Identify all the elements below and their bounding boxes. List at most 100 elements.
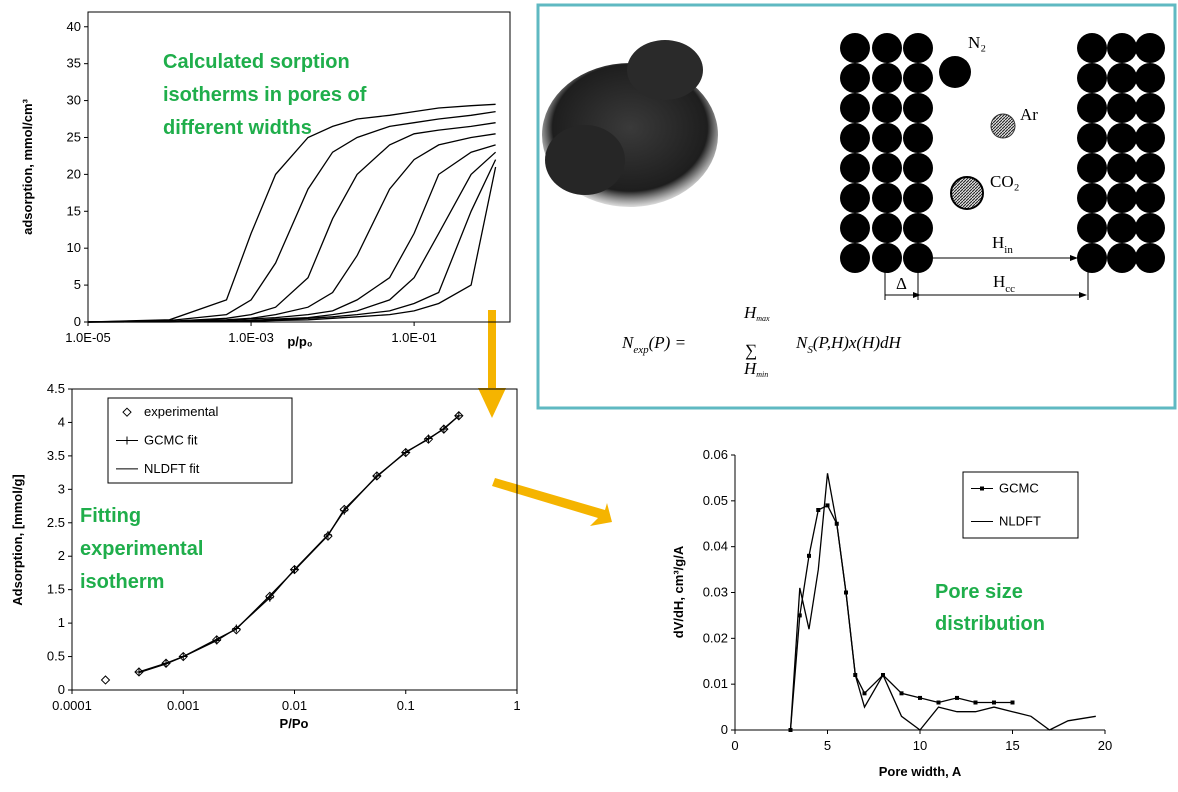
- y-tick-label: 0.03: [703, 585, 728, 600]
- y-tick-label: 10: [67, 240, 81, 255]
- y-axis-label: dV/dH, cm³/g/A: [671, 545, 686, 638]
- wall-atom: [1077, 243, 1107, 273]
- h-in-sub: in: [1004, 244, 1013, 256]
- f-lhs-sub: exp: [633, 344, 649, 356]
- legend-label: NLDFT: [999, 514, 1041, 529]
- x-tick-label: 20: [1098, 738, 1112, 753]
- wall-atom: [1135, 243, 1165, 273]
- label-co2: CO₂: [990, 172, 1020, 191]
- y-tick-label: 0.02: [703, 630, 728, 645]
- wall-atom: [1107, 33, 1137, 63]
- y-tick-label: 3.5: [47, 448, 65, 463]
- wall-atom: [840, 153, 870, 183]
- wall-atom: [1107, 63, 1137, 93]
- annotation: Calculated sorption: [163, 51, 350, 73]
- wall-atom: [840, 243, 870, 273]
- marker-square: [974, 701, 978, 705]
- formula-lower: Hmin: [743, 359, 768, 379]
- annotation: experimental: [80, 538, 203, 560]
- wall-atom: [903, 213, 933, 243]
- x-tick-label: 1.0E-03: [228, 330, 274, 345]
- y-tick-label: 4.5: [47, 381, 65, 396]
- wall-atom: [903, 93, 933, 123]
- wall-atom: [1135, 33, 1165, 63]
- y-tick-label: 4: [58, 414, 65, 429]
- x-tick-label: 0.01: [282, 698, 307, 713]
- annotation: Fitting: [80, 505, 141, 527]
- wall-atom: [1077, 93, 1107, 123]
- y-tick-label: 0.5: [47, 649, 65, 664]
- f-term-rest: (P,H)x(H)dH: [813, 333, 903, 352]
- label-n2: N₂: [968, 33, 986, 52]
- wall-atom: [903, 63, 933, 93]
- wall-atom: [1077, 153, 1107, 183]
- x-tick-label: 0.0001: [52, 698, 92, 713]
- wall-atom: [872, 123, 902, 153]
- wall-atom: [1077, 63, 1107, 93]
- x-tick-label: 10: [913, 738, 927, 753]
- x-tick-label: 15: [1005, 738, 1019, 753]
- formula-term: NS(P,H)x(H)dH: [795, 333, 903, 356]
- x-tick-label: 0.1: [397, 698, 415, 713]
- wall-atom: [1135, 213, 1165, 243]
- legend-label: NLDFT fit: [144, 461, 200, 476]
- wall-atom: [1135, 153, 1165, 183]
- f-up-sub: max: [756, 314, 770, 323]
- x-axis-label: p/p₀: [287, 334, 312, 349]
- marker-square: [992, 701, 996, 705]
- legend-label: GCMC: [999, 481, 1039, 496]
- marker-square: [863, 691, 867, 695]
- x-tick-label: 1: [513, 698, 520, 713]
- wall-atom: [872, 213, 902, 243]
- x-tick-label: 0.001: [167, 698, 200, 713]
- wall-atom: [840, 213, 870, 243]
- wall-atom: [840, 33, 870, 63]
- wall-atom: [903, 33, 933, 63]
- y-tick-label: 0: [74, 314, 81, 329]
- y-tick-label: 0.01: [703, 676, 728, 691]
- h-cc-main: H: [993, 272, 1005, 291]
- wall-atom: [840, 183, 870, 213]
- series-line: [88, 145, 496, 322]
- formula: Nexp(P) = ∑ Hmax Hmin NS(P,H)x(H)dH: [621, 303, 903, 379]
- figure: N₂ Ar CO₂ Hin Δ Hcc Nexp(P) = ∑ Hmax Hmi…: [0, 0, 1178, 792]
- wall-atom: [1077, 183, 1107, 213]
- y-tick-label: 20: [67, 166, 81, 181]
- wall-atom: [1107, 213, 1137, 243]
- annotation: isotherms in pores of: [163, 84, 367, 106]
- wall-atom: [1107, 93, 1137, 123]
- wall-atom: [1135, 93, 1165, 123]
- y-tick-label: 1.5: [47, 582, 65, 597]
- legend-label: experimental: [144, 404, 219, 419]
- wall-atom: [1077, 213, 1107, 243]
- marker-square: [807, 554, 811, 558]
- marker-square: [918, 696, 922, 700]
- wall-atom: [1135, 63, 1165, 93]
- wall-atom: [872, 153, 902, 183]
- x-tick-label: 0: [731, 738, 738, 753]
- y-tick-label: 0.04: [703, 539, 728, 554]
- marker-square: [816, 508, 820, 512]
- annotation: distribution: [935, 613, 1045, 635]
- x-tick-label: 1.0E-05: [65, 330, 111, 345]
- wall-atom: [872, 93, 902, 123]
- f-lhs-arg: (P) =: [649, 333, 686, 352]
- y-axis-label: adsorption, mmol/cm³: [20, 98, 35, 234]
- y-axis-label: Adsorption, [mmol/g]: [10, 474, 25, 605]
- marker-square: [900, 691, 904, 695]
- y-tick-label: 0: [721, 722, 728, 737]
- wall-atom: [840, 123, 870, 153]
- wall-atom: [872, 243, 902, 273]
- marker-diamond: [101, 676, 109, 684]
- arrows: [478, 310, 612, 526]
- formula-sum: ∑: [745, 341, 757, 360]
- annotation: different widths: [163, 117, 312, 139]
- series-line: [88, 112, 496, 322]
- wall-atom: [1107, 153, 1137, 183]
- marker-square: [1011, 701, 1015, 705]
- wall-atom: [903, 183, 933, 213]
- h-in-main: H: [992, 233, 1004, 252]
- wall-atom: [1135, 183, 1165, 213]
- y-tick-label: 2: [58, 548, 65, 563]
- label-h-cc: Hcc: [993, 272, 1015, 295]
